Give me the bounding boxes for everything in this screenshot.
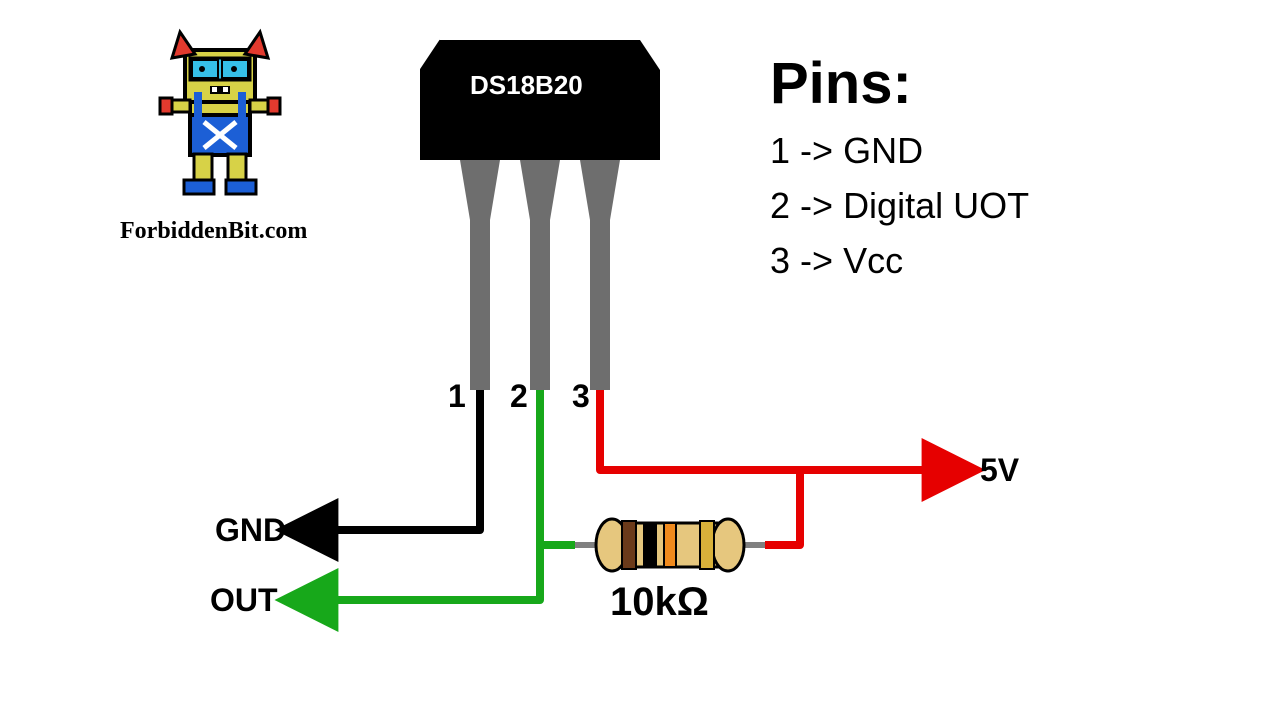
diagram-stage: ForbiddenBit.com DS18B20 1 2 3 Pins: 1 -…	[0, 0, 1280, 720]
wire-out	[300, 390, 540, 600]
wire-gnd	[300, 390, 480, 530]
wire-vcc-down	[600, 390, 960, 470]
label-gnd: GND	[215, 512, 286, 549]
wire-vcc-branch	[765, 470, 800, 545]
label-5v: 5V	[980, 452, 1019, 489]
resistor-10k	[575, 519, 765, 571]
resistor-value: 10kΩ	[610, 580, 709, 625]
label-out: OUT	[210, 582, 278, 619]
